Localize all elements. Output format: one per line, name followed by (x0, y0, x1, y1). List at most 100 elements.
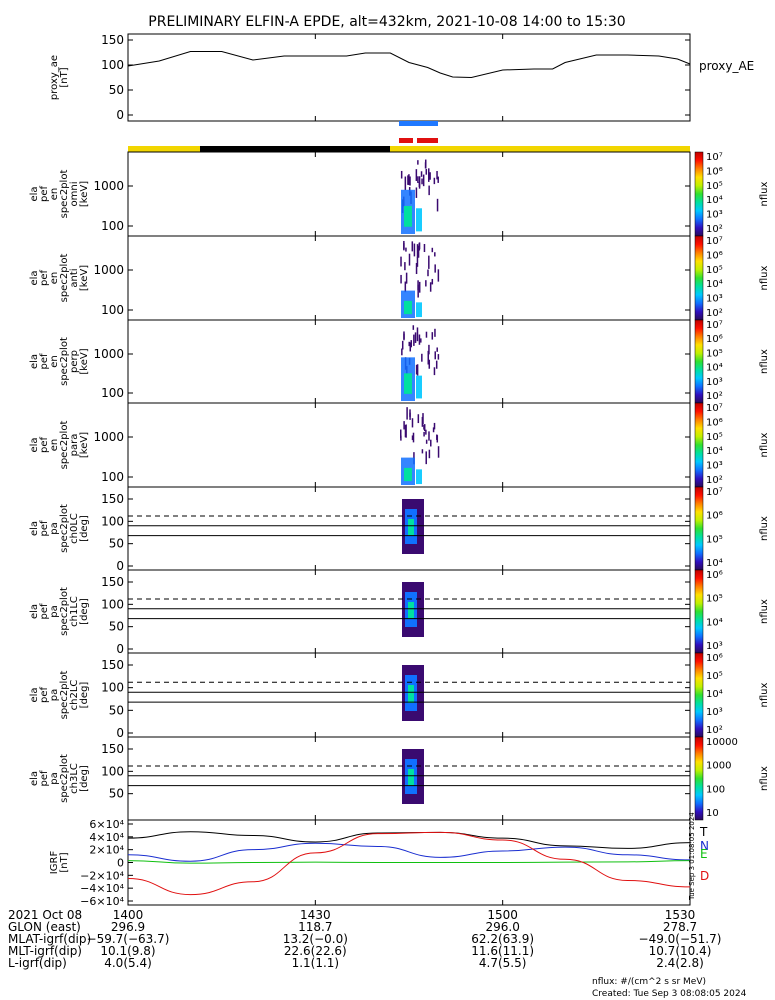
ch0-panel-ytick-label: 100 (101, 514, 124, 528)
para-panel-ylabel-line: spec2plot (59, 421, 70, 470)
perp-panel-sparse-pixel (431, 332, 434, 340)
omni-panel-colorbar-tick: 10² (706, 224, 723, 235)
perp-panel-colorbar-label: nflux (759, 349, 770, 374)
para-panel-colorbar-tick: 10⁵ (706, 432, 723, 443)
perp-panel-sparse-pixel (412, 325, 415, 330)
ch2-panel-ylabel-line: pa (49, 689, 60, 701)
para-panel-ylabel-line: ela (29, 437, 40, 452)
ch3-panel-ylabel-line: ch3LC (69, 763, 80, 794)
ch2-panel-ylabel-line: ch2LC (69, 680, 80, 711)
ch1-panel-ylabel-line: pa (49, 605, 60, 617)
anti-panel-sparse-pixel (417, 284, 419, 298)
xaxis-row-label: GLON (east) (8, 920, 81, 934)
ibo-red-bar-a (399, 138, 413, 143)
ch1-panel-spectrogram (402, 582, 424, 637)
xaxis-row-value: 11.6(11.1) (471, 944, 534, 958)
para-panel-ylabel-line: pef (39, 437, 50, 454)
ch1-panel-colorbar-tick: 10⁵ (706, 594, 723, 605)
para-panel-sparse-pixel (423, 424, 425, 430)
perp-panel-sparse-pixel (428, 344, 430, 355)
para-panel-sparse-pixel (400, 435, 402, 441)
proxy-ae-ytick-label: 0 (116, 108, 124, 122)
xaxis-row-value: 1.1(1.1) (292, 956, 340, 970)
perp-panel-sparse-pixel (416, 327, 419, 342)
omni-panel-sparse-pixel (409, 176, 411, 186)
perp-panel-ylabel-line: en (49, 355, 60, 368)
ch3-panel-ylabel-line: pa (49, 772, 60, 784)
anti-panel-sparse-pixel (431, 278, 434, 285)
perp-panel-sparse-pixel (436, 347, 438, 352)
anti-panel-sparse-pixel (425, 280, 427, 287)
perp-panel-sparse-pixel (418, 334, 421, 345)
anti-panel-sparse-pixel (400, 256, 402, 267)
anti-panel-ylabel-line: pef (39, 270, 50, 287)
anti-panel-sparse-pixel (418, 281, 421, 293)
omni-panel-sparse-pixel (436, 198, 439, 212)
omni-panel-spectrogram (400, 159, 439, 234)
ch0-panel-ylabel-line: ela (29, 521, 40, 536)
ch3-panel-colorbar-tick: 10 (706, 808, 719, 819)
ch2-panel-ytick-label: 100 (101, 681, 124, 695)
igrf-legend-T: T (699, 825, 708, 839)
perp-panel-sparse-pixel (403, 333, 405, 339)
anti-panel-sparse-pixel (431, 247, 434, 253)
para-panel-flux-peak (404, 467, 412, 482)
xaxis-row-value: 13.2(−0.0) (283, 932, 348, 946)
ch1-panel-ytick-label: 0 (116, 642, 124, 656)
ch0-panel-colorbar-label: nflux (759, 516, 770, 541)
anti-panel-colorbar-tick: 10⁷ (706, 236, 723, 247)
igrf-line-T (127, 831, 691, 849)
xaxis-row-value: 2.4(2.8) (656, 956, 704, 970)
anti-panel-flux-peak (404, 300, 412, 315)
ch2-panel-ylabel: elapefpaspec2plotch2LC[deg] (29, 671, 90, 720)
perp-panel-ylabel-line: [keV] (79, 348, 90, 374)
proxy-ae-ylabel-line: [nT] (59, 67, 70, 87)
ch3-panel-colorbar-tick: 10000 (706, 737, 738, 748)
ch2-panel-ylabel-line: [deg] (79, 682, 90, 709)
para-panel-colorbar-label: nflux (759, 432, 770, 457)
para-panel-sparse-pixel (417, 414, 420, 424)
para-panel-sparse-pixel (421, 416, 424, 427)
ch2-panel-ylabel-line: ela (29, 687, 40, 702)
xaxis-row-value: −59.7(−63.7) (87, 932, 170, 946)
panel-stack: 050100150proxy_ae[nT]proxy_AE1001000elap… (29, 33, 770, 908)
anti-panel-sparse-pixel (417, 245, 420, 258)
omni-panel-colorbar-tick: 10⁵ (706, 181, 723, 192)
xaxis-row-value: 22.6(22.6) (284, 944, 347, 958)
flux-units-note: nflux: #/(cm^2 s sr MeV) (592, 977, 706, 987)
xaxis-row-label: 2021 Oct 08 (8, 908, 82, 922)
para-panel-ylabel-line: para (69, 434, 80, 457)
igrf-legend-D: D (700, 869, 709, 883)
perp-panel-sparse-pixel (421, 353, 423, 362)
para-panel-colorbar-tick: 10² (706, 475, 723, 486)
ch3-panel-spectrogram (402, 749, 424, 804)
proxy-ae-ytick-label: 150 (101, 33, 124, 47)
para-panel-sparse-pixel (436, 434, 438, 440)
ch2-panel-colorbar (694, 652, 704, 738)
perp-panel-colorbar-tick: 10⁷ (706, 320, 723, 331)
ch2-panel-ytick-label: 0 (116, 726, 124, 740)
proxy-ae-legend: proxy_AE (699, 59, 754, 73)
perp-panel-flux-tail (416, 375, 422, 399)
perp-panel-colorbar-tick: 10⁴ (706, 363, 723, 374)
omni-panel-sparse-pixel (428, 185, 430, 196)
anti-panel-sparse-pixel (404, 262, 406, 271)
ch2-panel-ylabel-line: spec2plot (59, 671, 70, 720)
igrf-ylabel-line: IGRF (49, 851, 60, 875)
ch1-panel-colorbar-label: nflux (759, 599, 770, 624)
ch3-panel-colorbar-tick: 1000 (706, 761, 731, 772)
ch3-panel-ytick-label: 150 (101, 742, 124, 756)
igrf-ytick-label: −4×10⁴ (80, 882, 124, 895)
para-panel-colorbar-tick: 10⁷ (706, 403, 723, 414)
xaxis-row-value: 296.9 (111, 920, 145, 934)
igrf-ytick-label: 0 (117, 857, 124, 870)
anti-panel-colorbar (694, 235, 704, 321)
omni-panel-colorbar (694, 151, 704, 237)
omni-panel-colorbar-tick: 10⁶ (706, 166, 723, 177)
proxy-ae-ylabel-line: proxy_ae (49, 55, 60, 100)
anti-panel-colorbar-tick: 10⁵ (706, 265, 723, 276)
ch3-panel-ytick-label: 100 (101, 764, 124, 778)
time-axis-table: 2021 Oct 08 1400 1430 1500 1530 GLON (east) 29… (8, 908, 721, 970)
omni-panel-sparse-pixel (408, 174, 410, 186)
ch1-panel-ytick-label: 150 (101, 575, 124, 589)
